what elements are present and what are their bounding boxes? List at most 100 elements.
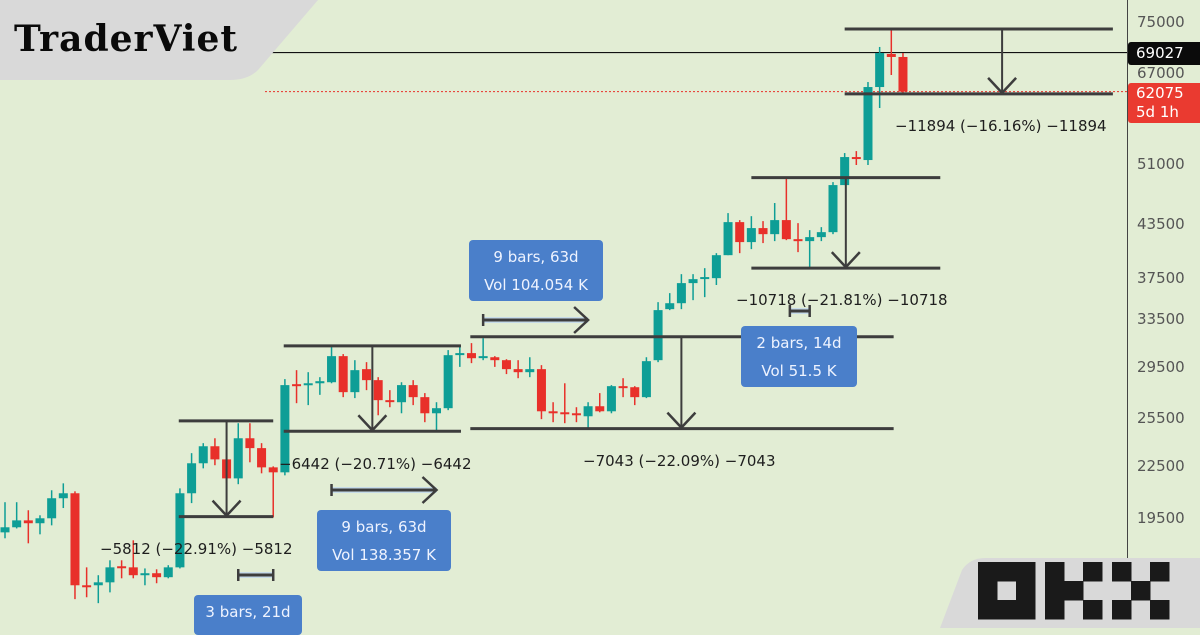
- candle-body: [187, 463, 197, 494]
- candle-body: [490, 357, 500, 361]
- candle: [23, 510, 33, 544]
- candle-body: [758, 228, 768, 235]
- candle: [805, 230, 815, 269]
- candle-body: [781, 220, 791, 240]
- okx-block: [1112, 562, 1132, 582]
- tick-label: 33500: [1137, 310, 1185, 328]
- candle-body: [665, 303, 675, 310]
- candle: [583, 402, 593, 429]
- candle: [12, 502, 22, 529]
- candle: [93, 575, 103, 604]
- okx-block: [1150, 562, 1170, 582]
- okx-block: [1045, 600, 1065, 620]
- price-axis[interactable]: [1127, 0, 1200, 628]
- okx-block: [1045, 562, 1065, 582]
- candle-body: [397, 385, 407, 403]
- candle-body: [233, 438, 243, 479]
- bars-count: 9 bars, 63d: [493, 248, 579, 266]
- candle: [280, 379, 290, 476]
- candle-body: [268, 467, 278, 473]
- candle-body: [431, 408, 441, 414]
- candle: [770, 203, 780, 242]
- candle: [525, 357, 535, 378]
- candle: [653, 302, 663, 363]
- candle: [455, 345, 465, 367]
- candle-body: [362, 369, 372, 381]
- candle: [385, 390, 395, 408]
- candle: [571, 407, 581, 423]
- candle: [816, 227, 826, 242]
- candle: [735, 220, 745, 254]
- candle: [501, 359, 511, 375]
- okx-logo: [940, 558, 1200, 628]
- candle: [606, 385, 616, 414]
- okx-block: [978, 600, 998, 620]
- candle: [210, 438, 220, 466]
- candle: [886, 28, 896, 76]
- date-range-info-box: 9 bars, 63d Vol 138.357 K: [317, 510, 451, 571]
- candle-body: [536, 369, 546, 412]
- candle-body: [385, 400, 395, 403]
- volume: Vol 138.357 K: [332, 546, 436, 564]
- candle: [362, 362, 372, 391]
- candle: [268, 466, 278, 518]
- candle-body: [466, 353, 476, 359]
- okx-block: [1150, 600, 1170, 620]
- arrow-down-icon: [830, 251, 861, 269]
- candle-body: [700, 277, 710, 280]
- price-range-label: −6442 (−20.71%) −6442: [279, 455, 472, 473]
- candle-body: [350, 370, 360, 393]
- okx-block: [978, 562, 998, 582]
- candle: [35, 515, 45, 535]
- candle-body: [70, 493, 80, 586]
- candle: [746, 216, 756, 250]
- candle-body: [560, 412, 570, 415]
- arrow-down-icon: [666, 411, 697, 430]
- candle-body: [630, 387, 640, 398]
- candle-body: [58, 493, 68, 499]
- okx-block: [997, 600, 1017, 620]
- candle-body: [840, 157, 850, 186]
- candle-body: [875, 53, 885, 88]
- candle-body: [735, 222, 745, 243]
- candle: [47, 490, 57, 526]
- date-range-measure: [788, 305, 811, 317]
- candle-body: [152, 573, 162, 578]
- candle-body: [653, 310, 663, 361]
- candle: [676, 274, 686, 310]
- candle: [793, 223, 803, 253]
- candle: [536, 365, 546, 420]
- candle-body: [163, 567, 173, 578]
- candle-body: [863, 87, 873, 161]
- price-range-measure: [844, 27, 1113, 96]
- arrow-right-icon: [421, 476, 439, 504]
- candle-body: [513, 369, 523, 373]
- candle-body: [93, 582, 103, 586]
- okx-block: [978, 581, 998, 601]
- date-range-measure: [330, 476, 439, 504]
- tick-label: 67000: [1137, 64, 1185, 82]
- candle: [618, 378, 628, 398]
- candle-body: [82, 585, 92, 588]
- date-range-info-box: 3 bars, 21d: [194, 595, 302, 635]
- arrow-down-icon: [211, 499, 242, 518]
- okx-block: [1083, 562, 1103, 582]
- candle: [700, 268, 710, 298]
- candle-body: [257, 448, 267, 468]
- candle: [163, 565, 173, 579]
- candle: [828, 182, 838, 235]
- candle: [140, 568, 150, 586]
- candle-body: [793, 239, 803, 242]
- candle: [723, 213, 733, 256]
- candle: [105, 560, 115, 593]
- candle: [82, 567, 92, 598]
- candle: [711, 253, 721, 286]
- candle-body: [23, 520, 33, 524]
- tick-label: 22500: [1137, 457, 1185, 475]
- candle: [128, 540, 138, 579]
- candle-body: [373, 380, 383, 401]
- traderviet-logo-panel: [0, 0, 318, 80]
- tick-label: 37500: [1137, 269, 1185, 287]
- candle-body: [898, 56, 908, 92]
